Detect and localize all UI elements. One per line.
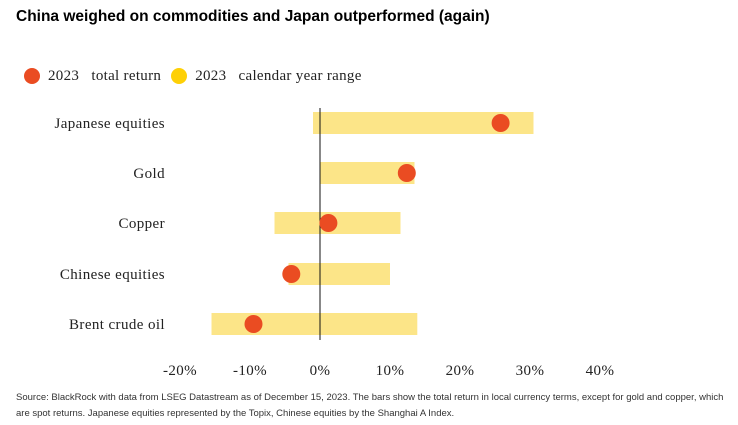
return-dot-brent-crude-oil <box>244 315 263 333</box>
range-bar-brent-crude-oil <box>211 313 418 335</box>
chart-title: China weighed on commodities and Japan o… <box>16 8 490 25</box>
legend-label-range: 2023 calendar year range <box>195 67 362 84</box>
source-note: Source: BlackRock with data from LSEG Da… <box>16 392 724 419</box>
range-bar-copper <box>274 212 401 234</box>
x-tick-label: 20% <box>446 363 475 379</box>
legend-item-total-return: 2023 total return <box>24 68 161 85</box>
return-dot-gold <box>397 164 416 182</box>
range-bar-japanese-equities <box>313 112 534 134</box>
range-bar-gold <box>320 162 415 184</box>
range-chart: Japanese equities Gold Copper Chinese equit… <box>54 108 615 379</box>
legend-swatch-total-return <box>24 68 40 84</box>
x-tick-label: 30% <box>516 363 545 379</box>
return-dot-copper <box>319 214 338 232</box>
legend-label-total-return: 2023 total return <box>48 67 162 84</box>
x-tick-label: 0% <box>310 363 331 379</box>
category-label-brent-crude-oil: Brent crude oil <box>69 317 165 333</box>
legend: 2023 total return 2023 calendar year ran… <box>24 66 372 86</box>
range-bar-chinese-equities <box>288 263 390 285</box>
x-tick-label: 10% <box>376 363 405 379</box>
x-tick-label: 40% <box>586 363 615 379</box>
legend-item-range: 2023 calendar year range <box>171 68 361 85</box>
category-label-gold: Gold <box>133 166 165 182</box>
category-label-chinese-equities: Chinese equities <box>60 267 165 283</box>
x-tick-label: -10% <box>233 363 267 379</box>
category-label-copper: Copper <box>118 216 165 232</box>
category-label-japanese-equities: Japanese equities <box>54 116 165 132</box>
x-tick-label: -20% <box>163 363 197 379</box>
legend-swatch-range <box>171 68 188 84</box>
return-dot-japanese-equities <box>491 114 510 132</box>
return-dot-chinese-equities <box>282 265 301 283</box>
